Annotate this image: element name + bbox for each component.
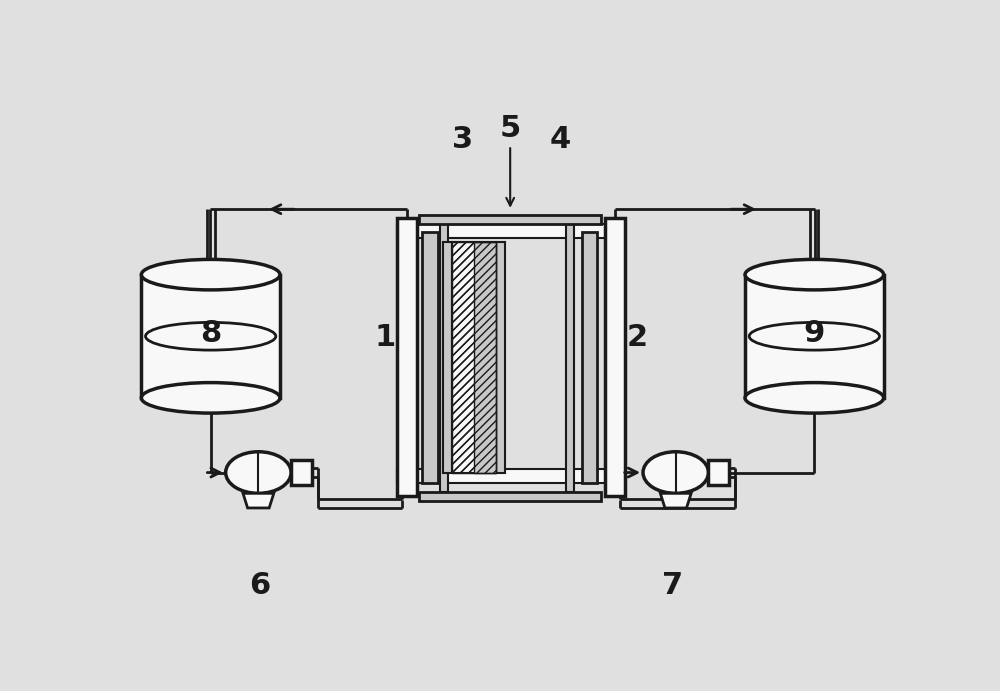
Ellipse shape (749, 323, 879, 350)
Bar (582, 231, 597, 482)
Polygon shape (660, 493, 691, 508)
Bar (474, 242, 496, 473)
Bar (422, 231, 438, 482)
Bar (397, 224, 625, 238)
Text: 5: 5 (500, 114, 521, 143)
Text: 2: 2 (627, 323, 648, 352)
Ellipse shape (141, 383, 280, 413)
Bar (419, 492, 601, 501)
Bar (452, 242, 496, 473)
Text: 8: 8 (200, 319, 221, 348)
Text: 6: 6 (249, 571, 271, 600)
Bar (397, 218, 417, 495)
Bar (745, 274, 884, 398)
Bar (496, 242, 505, 473)
Text: 9: 9 (804, 319, 825, 348)
Ellipse shape (146, 323, 276, 350)
Bar (708, 460, 729, 485)
Ellipse shape (643, 452, 708, 493)
Bar (566, 223, 574, 492)
Ellipse shape (226, 452, 291, 493)
Ellipse shape (745, 383, 884, 413)
Text: 1: 1 (375, 323, 396, 352)
Text: 4: 4 (550, 124, 571, 153)
Text: 7: 7 (662, 571, 683, 600)
Bar (443, 242, 452, 473)
Ellipse shape (141, 259, 280, 290)
Polygon shape (243, 493, 274, 508)
Bar (141, 274, 280, 398)
Bar (397, 468, 625, 482)
Ellipse shape (745, 259, 884, 290)
Text: 3: 3 (452, 124, 473, 153)
Bar (440, 223, 448, 492)
Bar (291, 460, 312, 485)
Bar (605, 218, 625, 495)
Bar (419, 215, 601, 224)
Bar (452, 242, 496, 473)
